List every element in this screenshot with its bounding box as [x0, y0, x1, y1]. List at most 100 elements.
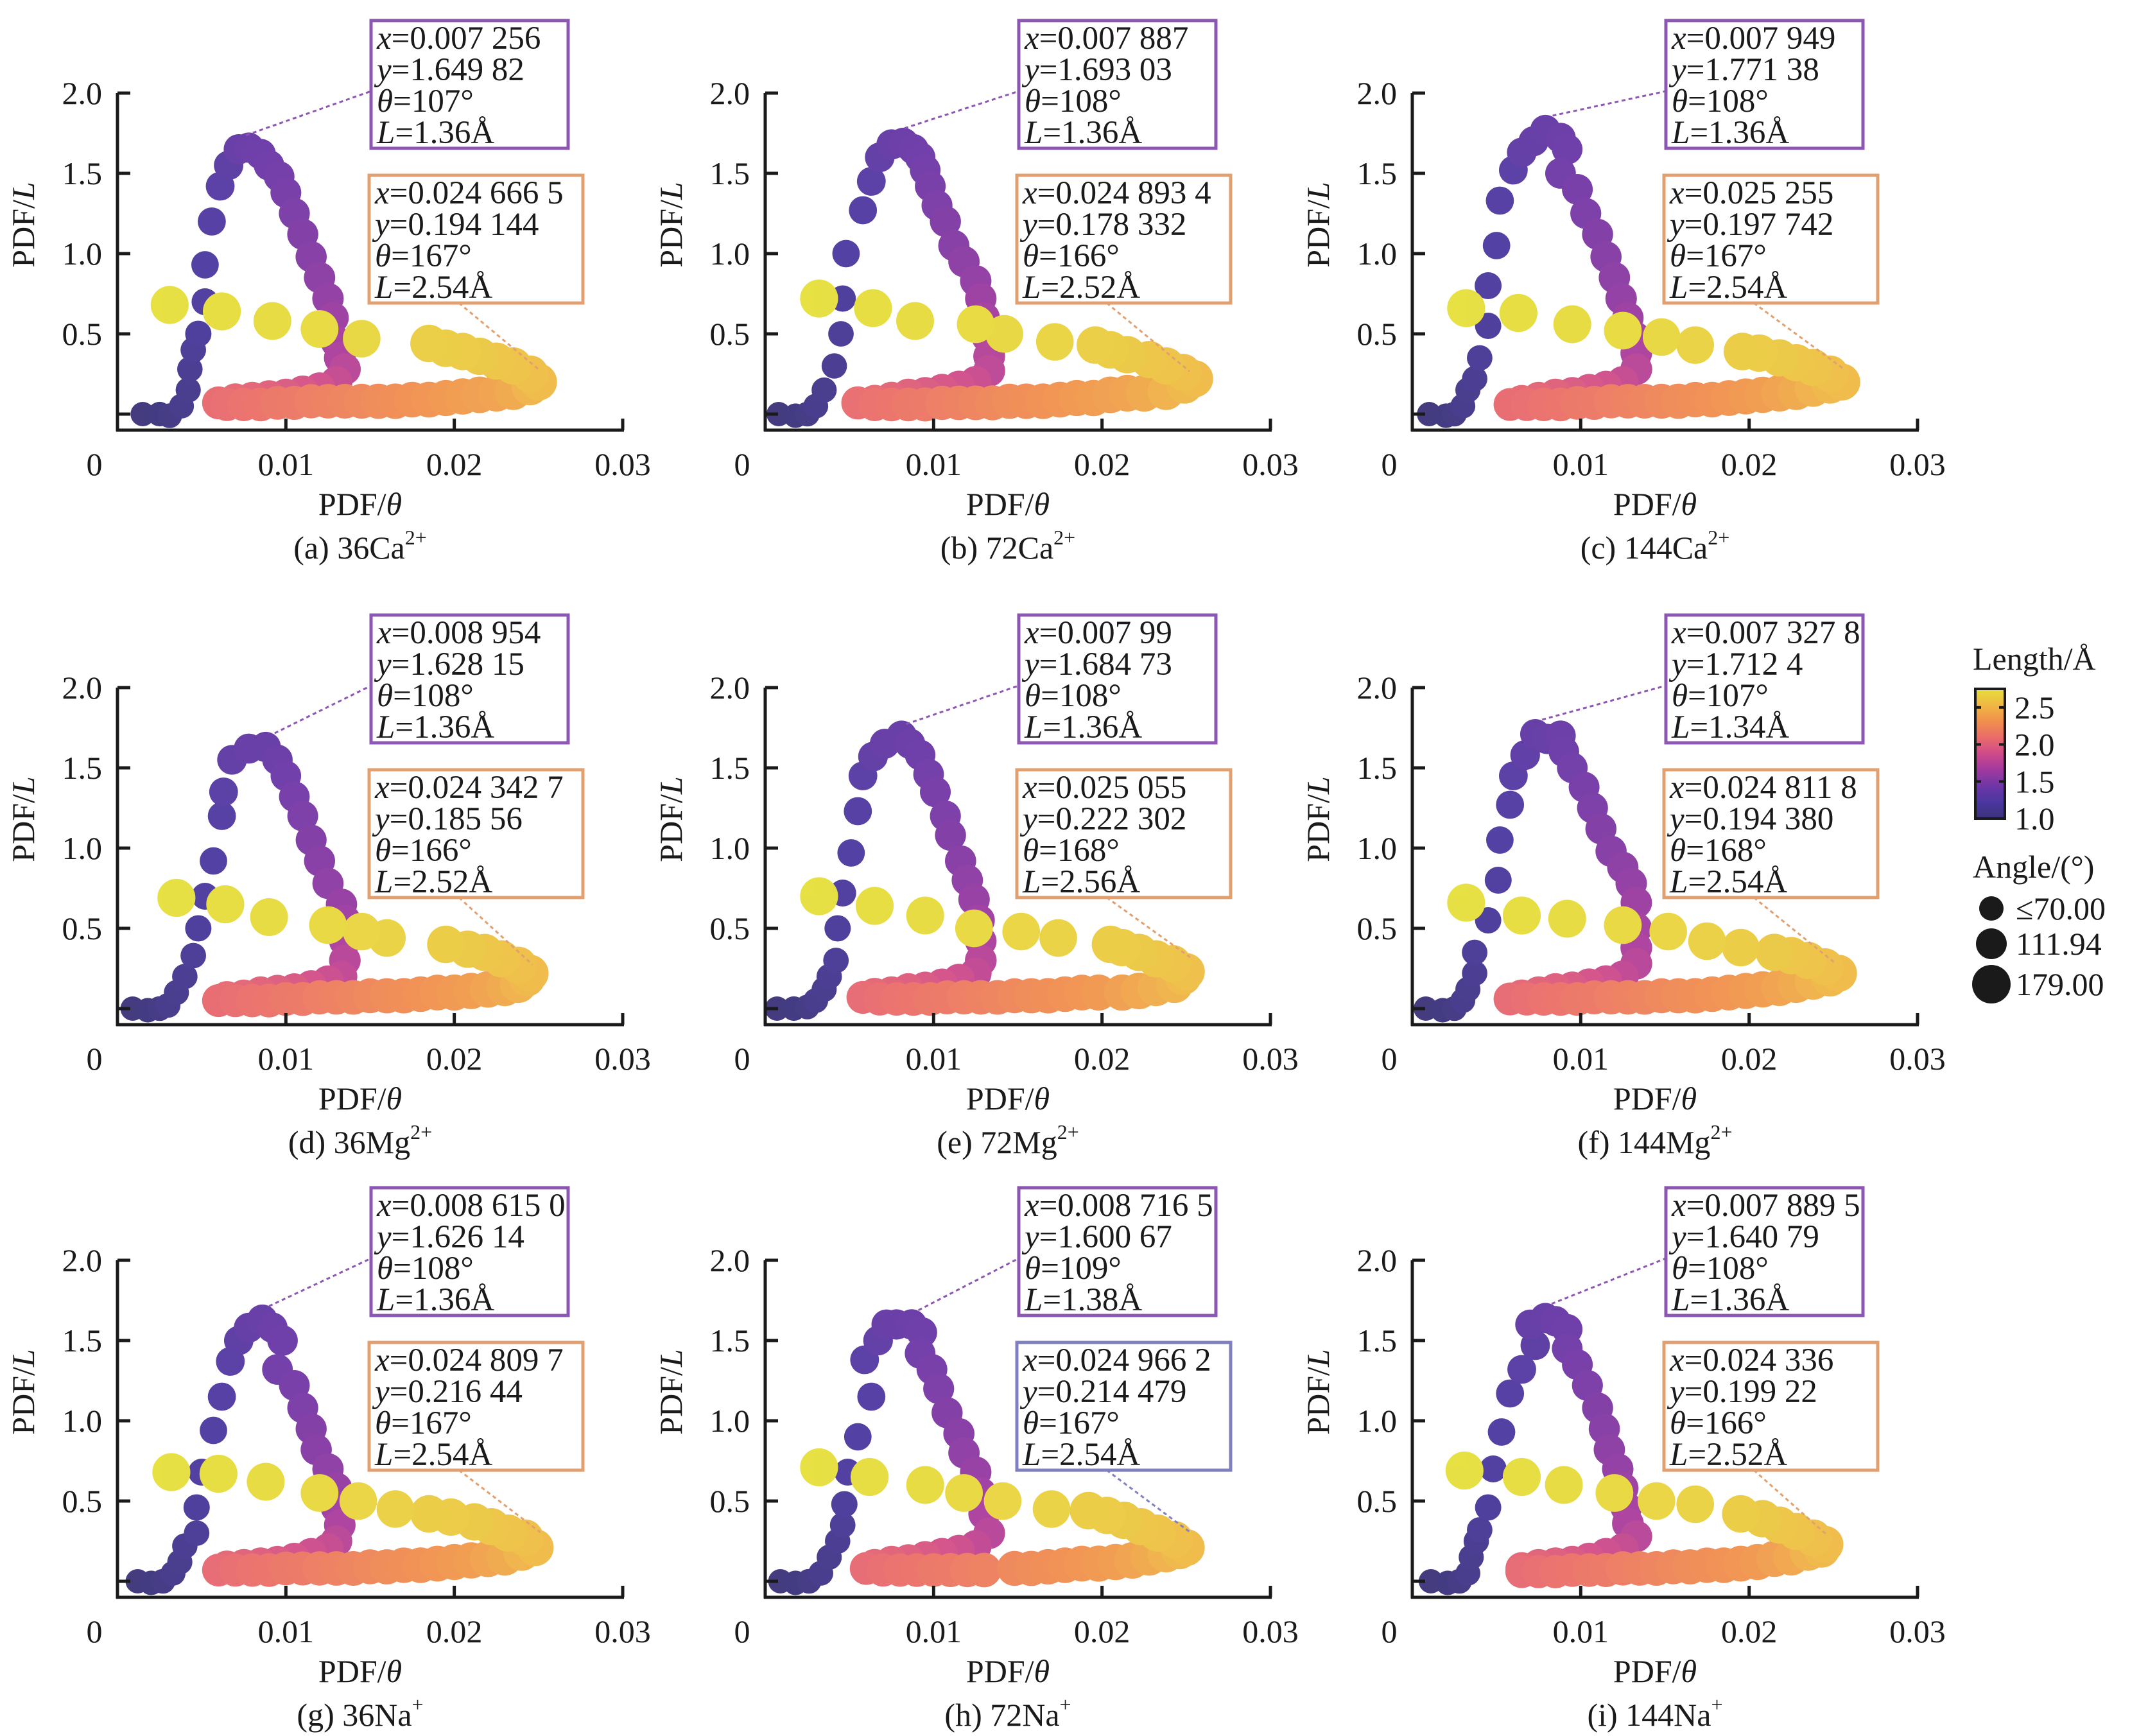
- data-point: [935, 819, 966, 851]
- x-axis-title: PDF/θ: [966, 1081, 1050, 1116]
- data-point: [967, 1552, 1001, 1588]
- data-point: [896, 302, 934, 340]
- annotation-box: [1664, 613, 1865, 745]
- annotation-box: [1017, 19, 1218, 150]
- y-tick-label: 0.5: [710, 910, 750, 946]
- data-point: [811, 377, 837, 403]
- y-tick-label: 2.0: [1357, 1242, 1398, 1278]
- size-legend-marker: [1979, 896, 2004, 921]
- y-tick-label: 0.5: [62, 910, 103, 946]
- annotation-box: [1664, 19, 1865, 150]
- leader-line: [274, 684, 372, 734]
- annotation-line: x=0.024 811 8: [1669, 770, 1857, 806]
- data-point: [857, 1382, 886, 1411]
- data-point: [343, 320, 381, 358]
- data-point: [1032, 1490, 1071, 1528]
- leader-line: [1106, 302, 1190, 372]
- annotation-line: θ=166°: [1670, 1405, 1767, 1441]
- data-point: [1562, 174, 1593, 205]
- annotation-line: L=2.52Å: [1022, 270, 1140, 306]
- colorbar-tick-label: 2.5: [2014, 690, 2055, 725]
- annotation-line: L=1.36Å: [1024, 115, 1142, 151]
- annotation-line: θ=108°: [1672, 83, 1769, 119]
- axes: [763, 1258, 1272, 1599]
- leader-line: [1106, 1469, 1191, 1534]
- x-axis-title: PDF/θ: [1613, 1081, 1697, 1116]
- panel-h: 0.5 1.0 1.5 2.0 0 0.01 0.02 0.03 PDF/θ PDF/L (h) 7…: [653, 1186, 1299, 1733]
- panel-i: 0.5 1.0 1.5 2.0 0 0.01 0.02 0.03 PDF/θ PDF/L (i) 1…: [1300, 1186, 1946, 1733]
- x-tick-label: 0.03: [1242, 1041, 1299, 1077]
- x-tick-label: 0.03: [1889, 446, 1946, 482]
- annotation-line: x=0.008 615 0: [376, 1188, 566, 1224]
- data-point: [1496, 1379, 1525, 1408]
- data-point: [800, 279, 838, 318]
- annotation-line: y=0.222 302: [1019, 801, 1186, 837]
- x-tick-label: 0.01: [906, 1041, 962, 1077]
- annotation-line: y=0.194 144: [372, 207, 539, 243]
- data-point: [1462, 960, 1487, 986]
- y-axis-title: PDF/L: [1300, 776, 1336, 862]
- annotation-box: [1017, 613, 1218, 745]
- data-point: [410, 1495, 448, 1533]
- annotation-line: L=2.56Å: [1022, 864, 1140, 900]
- data-point: [177, 356, 203, 382]
- data-point: [1447, 883, 1485, 922]
- y-tick-label: 1.0: [62, 830, 103, 866]
- y-tick-label: 0.5: [62, 316, 103, 352]
- data-point: [832, 239, 860, 268]
- annotation-line: x=0.008 954: [376, 615, 541, 651]
- annotation-line: L=2.54Å: [1669, 270, 1787, 306]
- y-axis-title: PDF/L: [5, 182, 41, 267]
- annotation-line: y=0.194 380: [1667, 801, 1833, 837]
- x-tick-label: 0.02: [1721, 446, 1778, 482]
- annotation-line: x=0.025 255: [1669, 175, 1833, 211]
- x-tick-label: 0.02: [426, 1613, 483, 1649]
- annotation-peak: x=0.008 615 0y=1.626 14θ=108°L=1.36Å: [268, 1186, 570, 1318]
- data-point: [1502, 1457, 1541, 1497]
- data-point: [1722, 928, 1760, 967]
- data-point: [1485, 186, 1514, 215]
- data-point: [1487, 1418, 1516, 1446]
- data-point: [1499, 293, 1537, 333]
- data-point: [1039, 919, 1077, 957]
- data-point: [945, 1474, 983, 1512]
- y-tick-label: 0.5: [710, 316, 750, 352]
- data-point: [150, 286, 189, 324]
- data-point: [1604, 311, 1642, 350]
- y-tick-label: 0.5: [1357, 1483, 1398, 1519]
- data-point: [1548, 899, 1586, 938]
- annotation-line: θ=107°: [377, 83, 474, 119]
- panel-caption: (h) 72Na+: [944, 1693, 1071, 1733]
- panel-f: 0.5 1.0 1.5 2.0 0 0.01 0.02 0.03 PDF/θ PDF/L (f) 1…: [1300, 613, 1946, 1160]
- panel-caption: (i) 144Na+: [1587, 1693, 1722, 1733]
- leader-line: [904, 90, 1019, 130]
- y-tick-label: 2.0: [62, 670, 103, 706]
- data-point: [957, 305, 995, 343]
- panel-b: 0.5 1.0 1.5 2.0 0 0.01 0.02 0.03 PDF/θ PDF/L (b) 7…: [653, 19, 1299, 566]
- data-point: [180, 942, 206, 969]
- leader-line: [1106, 896, 1193, 960]
- leader-line: [1541, 684, 1667, 721]
- x-tick-label: 0: [87, 1041, 103, 1077]
- axes: [1410, 1258, 1919, 1599]
- y-axis-title: PDF/L: [653, 776, 689, 862]
- panel-caption: (a) 36Ca2+: [293, 526, 427, 566]
- data-point: [1070, 1491, 1107, 1530]
- scatter-points: [765, 720, 1205, 1021]
- scatter-points: [1417, 114, 1860, 428]
- x-tick-label: 0.01: [1553, 446, 1609, 482]
- data-point: [1722, 1495, 1760, 1533]
- data-point: [844, 797, 872, 826]
- data-point: [985, 315, 1023, 353]
- data-point: [1638, 1482, 1676, 1520]
- x-tick-label: 0.03: [594, 1613, 651, 1649]
- annotation-peak: x=0.007 327 8y=1.712 4θ=107°L=1.34Å: [1541, 613, 1865, 745]
- data-point: [1035, 323, 1074, 361]
- data-point: [854, 289, 892, 327]
- data-point: [1484, 867, 1512, 894]
- annotation-line: x=0.007 889 5: [1671, 1188, 1860, 1224]
